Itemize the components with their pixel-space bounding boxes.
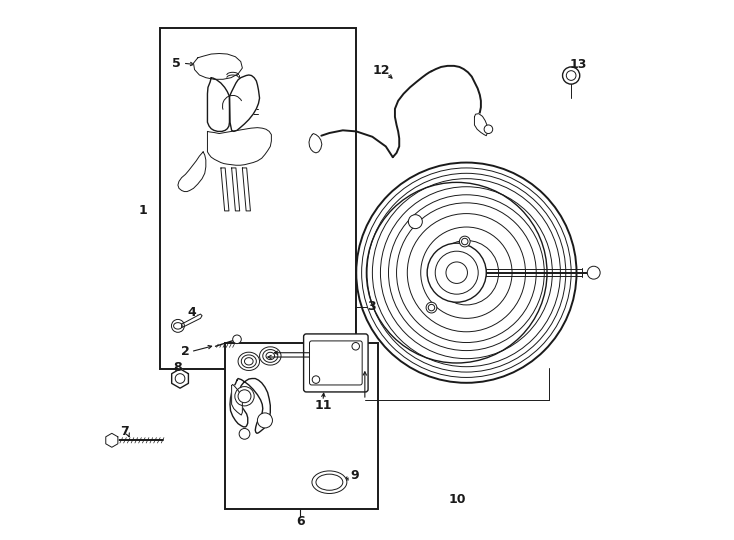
Text: 5: 5 [172, 57, 181, 70]
Polygon shape [230, 379, 270, 433]
Circle shape [567, 71, 576, 80]
Bar [160, 28, 356, 369]
Circle shape [312, 376, 320, 383]
Circle shape [426, 302, 437, 313]
Polygon shape [181, 314, 202, 327]
Polygon shape [474, 113, 487, 136]
Polygon shape [178, 152, 206, 192]
Polygon shape [232, 384, 242, 415]
Text: 11: 11 [314, 399, 332, 412]
Circle shape [427, 243, 486, 302]
Circle shape [587, 266, 600, 279]
Circle shape [484, 125, 493, 133]
Text: 2: 2 [181, 345, 190, 358]
Text: 8: 8 [173, 361, 182, 374]
Circle shape [562, 67, 580, 84]
Polygon shape [232, 168, 240, 211]
Polygon shape [208, 127, 272, 165]
Ellipse shape [312, 471, 347, 494]
Circle shape [435, 251, 479, 294]
Ellipse shape [316, 474, 343, 490]
Polygon shape [309, 133, 322, 153]
Text: 9: 9 [351, 469, 360, 482]
Circle shape [459, 236, 470, 247]
Circle shape [408, 215, 422, 228]
Polygon shape [172, 369, 189, 388]
Text: 1: 1 [139, 205, 148, 218]
Polygon shape [194, 53, 242, 79]
Circle shape [258, 413, 272, 428]
Circle shape [366, 183, 547, 363]
Polygon shape [221, 168, 229, 211]
Text: 10: 10 [448, 494, 466, 507]
Circle shape [446, 262, 468, 284]
Circle shape [462, 238, 468, 245]
Polygon shape [242, 168, 250, 211]
Text: 12: 12 [373, 64, 390, 77]
FancyBboxPatch shape [304, 334, 368, 392]
FancyBboxPatch shape [310, 341, 362, 385]
Circle shape [356, 163, 576, 383]
Text: 7: 7 [120, 424, 128, 437]
Text: 3: 3 [367, 300, 376, 313]
Circle shape [428, 305, 435, 311]
Text: 4: 4 [187, 307, 196, 320]
Circle shape [172, 320, 184, 332]
Circle shape [238, 390, 251, 403]
Text: 6: 6 [296, 515, 305, 528]
Circle shape [175, 374, 185, 383]
Bar [225, 342, 378, 509]
Circle shape [352, 342, 360, 350]
Circle shape [235, 387, 254, 406]
Polygon shape [208, 78, 230, 131]
Circle shape [233, 335, 241, 343]
Circle shape [239, 428, 250, 439]
Polygon shape [106, 433, 118, 447]
Polygon shape [230, 75, 260, 131]
Text: 13: 13 [570, 58, 586, 71]
